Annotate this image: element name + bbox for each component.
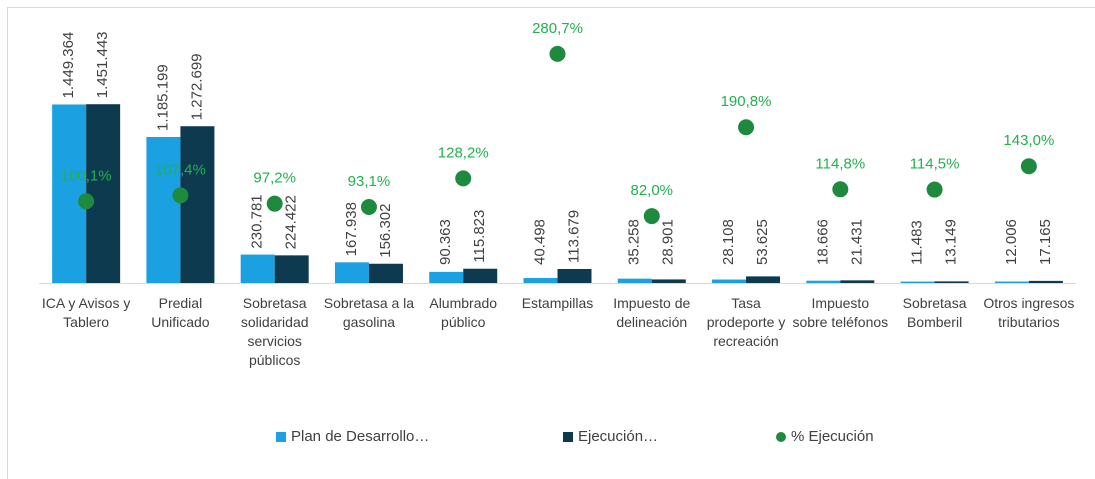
percent-dot <box>738 119 755 136</box>
x-tick-label: Impuesto sobre teléfonos <box>792 295 889 330</box>
bar-value-label: 113.679 <box>565 210 582 263</box>
percent-label: 100,1% <box>61 167 112 184</box>
legend-label: Plan de Desarrollo… <box>291 428 429 445</box>
bar-value-label: 224.422 <box>283 195 300 249</box>
bar <box>712 279 747 283</box>
bar <box>274 255 309 283</box>
bar-value-label: 40.498 <box>531 219 548 265</box>
bar-value-label: 18.666 <box>814 219 831 265</box>
bar <box>746 276 781 283</box>
bar-value-label: 1.451.443 <box>94 31 111 98</box>
legend-label: Ejecución… <box>578 428 658 445</box>
percent-label: 93,1% <box>348 173 391 190</box>
bar-value-label: 35.258 <box>626 219 643 265</box>
bar <box>523 278 558 283</box>
percent-dot <box>926 181 943 198</box>
bar-value-label: 167.938 <box>343 202 360 256</box>
bar-value-label: 11.483 <box>909 220 926 265</box>
percent-dot <box>832 181 849 198</box>
legend-swatch <box>563 432 573 442</box>
bar <box>463 268 498 283</box>
bar <box>806 280 841 283</box>
percent-dot <box>172 187 189 204</box>
bar-value-label: 115.823 <box>471 210 488 263</box>
bar-value-label: 28.108 <box>720 219 737 265</box>
percent-label: 114,5% <box>910 156 960 173</box>
bar-value-label: 12.006 <box>1003 219 1020 265</box>
bar-value-label: 156.302 <box>377 204 394 258</box>
bar <box>334 262 369 283</box>
bar-value-label: 1.449.364 <box>60 32 77 99</box>
bar <box>1028 280 1063 283</box>
bar-value-label: 53.625 <box>754 219 771 265</box>
bar-value-label: 13.149 <box>943 219 960 265</box>
bar <box>429 271 464 283</box>
x-tick-label: Estampillas <box>521 295 594 311</box>
x-tick-label: Tasa prodeporte y recreación <box>706 295 786 349</box>
bar <box>934 281 969 283</box>
x-tick-label: Sobretasa Bomberil <box>902 295 967 330</box>
percent-label: 190,8% <box>721 93 772 110</box>
percent-dot <box>549 45 566 62</box>
percent-label: 143,0% <box>1003 132 1054 149</box>
percent-dot <box>643 208 660 225</box>
x-tick-label: Sobretasa a la gasolina <box>323 295 415 330</box>
bar <box>651 279 686 283</box>
percent-label: 114,8% <box>815 155 865 172</box>
legend-swatch <box>276 432 286 442</box>
bar <box>900 281 935 283</box>
bar-value-label: 90.363 <box>437 219 454 265</box>
bar-value-label: 1.185.199 <box>154 64 171 131</box>
bar-value-label: 21.431 <box>848 219 865 265</box>
percent-label: 97,2% <box>253 170 296 187</box>
bar <box>146 137 181 283</box>
legend-label: % Ejecución <box>791 428 874 445</box>
x-tick-label: Alumbrado público <box>429 295 498 330</box>
x-tick-label: ICA y Avisos y Tablero <box>41 295 131 330</box>
bar <box>180 126 215 283</box>
x-tick-label: Impuesto de delineación <box>613 295 691 330</box>
bar <box>368 263 403 283</box>
x-tick-label: Predial Unificado <box>151 295 210 330</box>
legend-swatch <box>776 432 786 442</box>
bar-value-label: 1.272.699 <box>188 53 205 120</box>
percent-dot <box>266 195 283 212</box>
bar <box>617 278 652 283</box>
percent-dot <box>455 170 472 187</box>
x-tick-label: Otros ingresos tributarios <box>983 295 1075 330</box>
bar <box>557 268 592 283</box>
bar <box>52 104 87 283</box>
chart-border <box>7 7 1095 479</box>
bar-value-label: 230.781 <box>249 194 266 248</box>
percent-label: 128,2% <box>438 144 489 161</box>
percent-label: 107,4% <box>155 161 206 178</box>
bar-value-label: 17.165 <box>1037 219 1054 265</box>
bar <box>240 254 275 283</box>
x-tick-label: Sobretasa solidaridad servicios públicos <box>240 295 309 368</box>
percent-label: 280,7% <box>532 20 583 37</box>
percent-label: 82,0% <box>630 182 673 199</box>
percent-dot <box>1020 158 1037 175</box>
bar <box>840 280 875 283</box>
bar <box>86 104 121 283</box>
bar-value-label: 28.901 <box>660 219 677 265</box>
percent-dot <box>360 199 377 216</box>
bar <box>994 281 1029 283</box>
percent-dot <box>78 193 95 210</box>
